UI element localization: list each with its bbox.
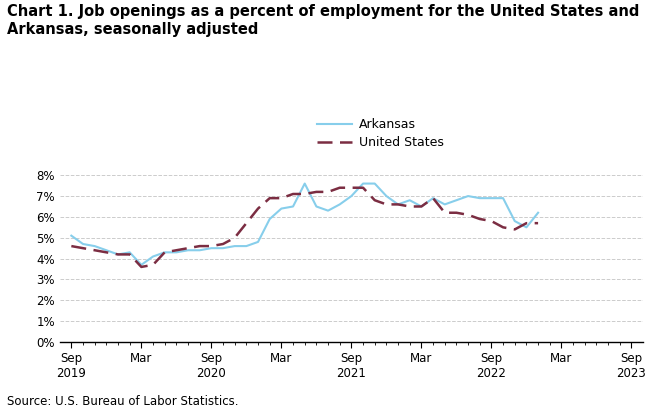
United States [511, 227, 518, 232]
United States [243, 221, 251, 226]
Arkansas [383, 194, 391, 199]
Arkansas [441, 202, 449, 207]
Arkansas [324, 208, 332, 213]
Arkansas [429, 196, 437, 201]
United States [464, 212, 472, 217]
Arkansas [499, 196, 507, 201]
United States [231, 235, 239, 240]
United States [312, 190, 320, 194]
Arkansas [102, 248, 110, 253]
Arkansas [160, 250, 168, 255]
United States [91, 248, 99, 253]
Arkansas [196, 248, 204, 253]
United States [429, 196, 437, 201]
United States [219, 241, 227, 246]
United States [324, 190, 332, 194]
Arkansas [91, 243, 99, 248]
United States [114, 252, 122, 257]
United States [266, 196, 274, 201]
United States [499, 225, 507, 230]
United States [79, 246, 87, 250]
Legend: Arkansas, United States: Arkansas, United States [318, 118, 444, 149]
United States [301, 192, 309, 197]
Arkansas [277, 206, 285, 211]
United States [126, 252, 134, 257]
United States [418, 204, 426, 209]
Arkansas [266, 217, 274, 222]
Arkansas [476, 196, 484, 201]
United States [137, 265, 145, 269]
Arkansas [79, 241, 87, 246]
United States [277, 196, 285, 201]
United States [160, 250, 168, 255]
United States [452, 210, 460, 215]
Arkansas [534, 210, 542, 215]
Line: Arkansas: Arkansas [72, 184, 538, 265]
Arkansas [406, 198, 414, 203]
Arkansas [347, 194, 355, 199]
Arkansas [219, 246, 227, 250]
United States [149, 262, 157, 267]
United States [406, 204, 414, 209]
United States [383, 202, 391, 207]
Arkansas [511, 219, 518, 224]
Arkansas [371, 181, 379, 186]
United States [394, 202, 402, 207]
Arkansas [184, 248, 192, 253]
Arkansas [335, 202, 343, 207]
United States [172, 248, 180, 253]
Arkansas [208, 246, 215, 250]
United States [102, 250, 110, 255]
United States [487, 219, 495, 224]
Arkansas [254, 239, 262, 244]
Arkansas [68, 233, 76, 238]
United States [184, 246, 192, 250]
United States [196, 243, 204, 248]
United States [289, 192, 297, 197]
Arkansas [126, 250, 134, 255]
Arkansas [418, 204, 426, 209]
Arkansas [172, 250, 180, 255]
Arkansas [312, 204, 320, 209]
United States [68, 243, 76, 248]
United States [441, 210, 449, 215]
Arkansas [243, 243, 251, 248]
United States [371, 198, 379, 203]
United States [359, 185, 367, 190]
Arkansas [464, 194, 472, 199]
Arkansas [301, 181, 309, 186]
Arkansas [149, 254, 157, 259]
Arkansas [522, 225, 530, 230]
Arkansas [289, 204, 297, 209]
Arkansas [231, 243, 239, 248]
Line: United States: United States [72, 188, 538, 267]
United States [534, 221, 542, 226]
United States [347, 185, 355, 190]
Arkansas [137, 262, 145, 267]
Text: Source: U.S. Bureau of Labor Statistics.: Source: U.S. Bureau of Labor Statistics. [7, 395, 238, 408]
Arkansas [359, 181, 367, 186]
Text: Chart 1. Job openings as a percent of employment for the United States and
Arkan: Chart 1. Job openings as a percent of em… [7, 4, 639, 37]
Arkansas [394, 202, 402, 207]
United States [208, 243, 215, 248]
Arkansas [114, 252, 122, 257]
United States [254, 206, 262, 211]
United States [476, 217, 484, 222]
Arkansas [487, 196, 495, 201]
United States [335, 185, 343, 190]
United States [522, 221, 530, 226]
Arkansas [452, 198, 460, 203]
